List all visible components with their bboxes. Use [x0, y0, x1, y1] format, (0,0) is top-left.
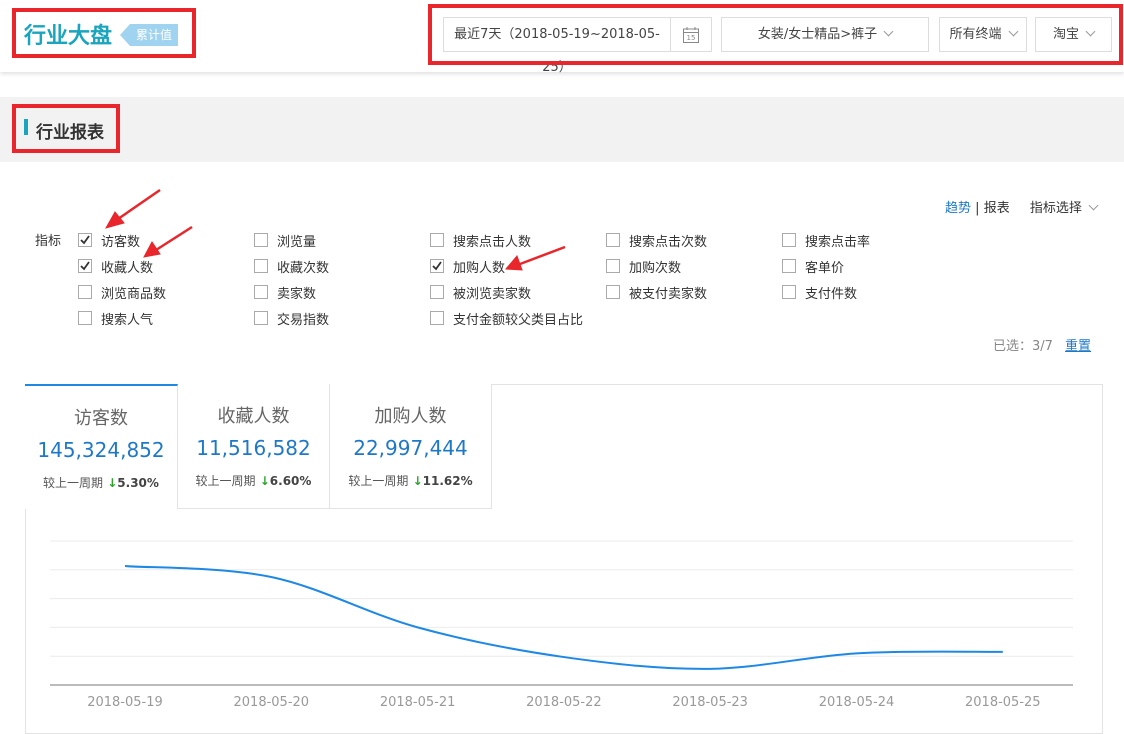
line-series [124, 565, 1003, 670]
x-tick-label: 2018-05-22 [526, 695, 602, 710]
checkbox[interactable] [78, 311, 92, 325]
calendar-icon: 15 [683, 27, 699, 43]
down-arrow: ↓ [255, 474, 270, 488]
tab-compare: 较上一周期 ↓6.60% [178, 472, 329, 489]
indicator-name[interactable]: 搜索点击人数 [453, 235, 532, 250]
selection-count: 已选：3/7 [993, 339, 1053, 354]
indicator-name[interactable]: 搜索点击率 [805, 235, 871, 250]
date-filter[interactable]: 最近7天（2018-05-19~2018-05-25） [443, 17, 671, 75]
indicator-name[interactable]: 加购人数 [453, 261, 506, 276]
page-title: 行业大盘 [24, 24, 113, 49]
checkbox[interactable] [782, 233, 796, 247]
x-tick-label: 2018-05-21 [380, 695, 456, 710]
checkbox[interactable] [430, 233, 444, 247]
x-tick-label: 2018-05-19 [87, 695, 163, 710]
terminal-text: 所有终端 [949, 27, 1002, 42]
checkbox[interactable] [782, 259, 796, 273]
platform-text: 淘宝 [1052, 27, 1079, 42]
chart: 2018-05-19 2018-05-20 2018-05-21 2018-05-22… [50, 540, 1073, 710]
checkbox[interactable] [430, 259, 444, 273]
tab-name: 收藏人数 [217, 406, 290, 427]
checkbox[interactable] [606, 259, 620, 273]
x-tick-label: 2018-05-24 [819, 695, 895, 710]
indicator-name[interactable]: 浏览量 [277, 235, 317, 250]
down-arrow: ↓ [103, 476, 118, 490]
reset-link[interactable]: 重置 [1065, 339, 1092, 354]
indicator-name[interactable]: 被浏览卖家数 [453, 287, 532, 302]
badge: 累计值 [119, 24, 179, 46]
tab-value: 145,324,852 [37, 438, 165, 462]
indicator-name[interactable]: 浏览商品数 [101, 287, 167, 302]
compare-label: 较上一周期 [195, 474, 256, 488]
checkbox[interactable] [78, 259, 92, 273]
checkbox[interactable] [254, 259, 268, 273]
checkbox[interactable] [782, 285, 796, 299]
section-marker [24, 119, 28, 135]
change-value: 6.60% [269, 474, 312, 488]
category-text: 女装/女士精品>裤子 [757, 27, 878, 42]
compare-label: 较上一周期 [43, 476, 104, 490]
svg-text:15: 15 [687, 34, 696, 42]
checkbox[interactable] [606, 285, 620, 299]
indicator-name[interactable]: 访客数 [101, 235, 141, 250]
change-value: 11.62% [422, 474, 473, 488]
indicator-name[interactable]: 支付金额较父类目占比 [453, 313, 584, 328]
section-title: 行业报表 [36, 123, 104, 143]
checkbox[interactable] [430, 311, 444, 325]
x-tick-label: 2018-05-20 [234, 695, 310, 710]
indicator-label: 指标 [35, 234, 62, 249]
indicator-name[interactable]: 交易指数 [277, 313, 330, 328]
check-mark [80, 261, 90, 271]
tab-compare: 较上一周期 ↓11.62% [330, 472, 491, 489]
x-tick-label: 2018-05-23 [672, 695, 748, 710]
checkbox[interactable] [254, 311, 268, 325]
metric-tab[interactable]: 加购人数 22,997,444 较上一周期 ↓11.62% [330, 384, 492, 509]
compare-label: 较上一周期 [348, 474, 409, 488]
indicator-name[interactable]: 被支付卖家数 [629, 287, 708, 302]
indicator-name[interactable]: 搜索点击次数 [629, 235, 708, 250]
indicator-name[interactable]: 卖家数 [277, 287, 317, 302]
trend-link[interactable]: 趋势 [945, 201, 972, 216]
indicator-name[interactable]: 支付件数 [805, 287, 858, 302]
metric-tab[interactable]: 访客数 145,324,852 较上一周期 ↓5.30% [25, 384, 178, 509]
metric-select-text: 指标选择 [1029, 201, 1082, 216]
section-band [0, 97, 1124, 162]
tab-divider [492, 508, 1102, 509]
platform-filter[interactable]: 淘宝 [1035, 17, 1112, 52]
toolbar: 趋势 | 报表 指标选择 [945, 197, 1097, 216]
down-arrow: ↓ [408, 474, 423, 488]
checkbox[interactable] [254, 285, 268, 299]
tab-value: 11,516,582 [196, 436, 311, 460]
tab-compare: 较上一周期 ↓5.30% [25, 474, 177, 491]
category-filter[interactable]: 女装/女士精品>裤子 [721, 17, 929, 52]
calendar-button[interactable]: 15 [670, 17, 712, 52]
checkbox[interactable] [254, 233, 268, 247]
tab-name: 访客数 [74, 408, 128, 429]
separator: | [975, 201, 980, 216]
indicator-name[interactable]: 收藏次数 [277, 261, 330, 276]
check-mark [80, 235, 90, 245]
tab-name: 加购人数 [374, 406, 447, 427]
checkbox[interactable] [606, 233, 620, 247]
indicator-name[interactable]: 收藏人数 [101, 261, 154, 276]
terminal-filter[interactable]: 所有终端 [939, 17, 1027, 52]
indicator-name[interactable]: 搜索人气 [101, 313, 154, 328]
metric-select[interactable]: 指标选择 [1030, 201, 1097, 216]
indicator-name[interactable]: 加购次数 [629, 261, 682, 276]
x-tick-label: 2018-05-25 [965, 695, 1041, 710]
change-value: 5.30% [117, 476, 159, 490]
checkbox[interactable] [430, 285, 444, 299]
report-link[interactable]: 报表 [983, 201, 1010, 216]
indicator-name[interactable]: 客单价 [805, 261, 845, 276]
tab-value: 22,997,444 [353, 436, 468, 460]
metric-tab[interactable]: 收藏人数 11,516,582 较上一周期 ↓6.60% [178, 384, 330, 509]
checkbox[interactable] [78, 285, 92, 299]
check-mark [432, 261, 442, 271]
checkbox[interactable] [78, 233, 92, 247]
